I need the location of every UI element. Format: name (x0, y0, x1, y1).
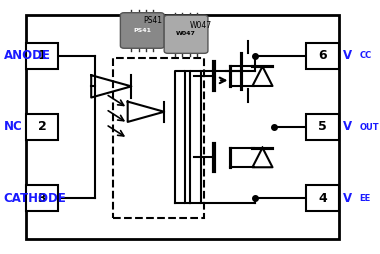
Bar (25, 114, 59, 140)
Text: NC: NC (4, 120, 22, 134)
Bar (25, 15, 339, 239)
Text: V: V (343, 49, 352, 62)
Text: EE: EE (359, 194, 370, 203)
Text: V: V (343, 192, 352, 205)
Bar (306, 114, 339, 140)
Text: PS41: PS41 (133, 28, 151, 33)
Text: V: V (343, 120, 352, 134)
Bar (25, 43, 59, 69)
Text: 6: 6 (318, 49, 327, 62)
Bar (306, 43, 339, 69)
Text: ANODE: ANODE (4, 49, 51, 62)
FancyBboxPatch shape (164, 15, 208, 53)
Text: W047: W047 (190, 21, 212, 30)
Text: W047: W047 (176, 30, 196, 36)
Text: CATHODE: CATHODE (4, 192, 66, 205)
Text: 2: 2 (38, 120, 46, 134)
FancyBboxPatch shape (120, 13, 164, 48)
Bar (25, 185, 59, 211)
Text: OUT: OUT (359, 122, 379, 132)
Bar (306, 185, 339, 211)
Text: 5: 5 (318, 120, 327, 134)
Text: CC: CC (359, 51, 372, 60)
Text: 4: 4 (318, 192, 327, 205)
Bar (113, 58, 204, 218)
Text: PS41: PS41 (144, 16, 163, 25)
Text: 1: 1 (38, 49, 46, 62)
Text: 3: 3 (38, 192, 46, 205)
